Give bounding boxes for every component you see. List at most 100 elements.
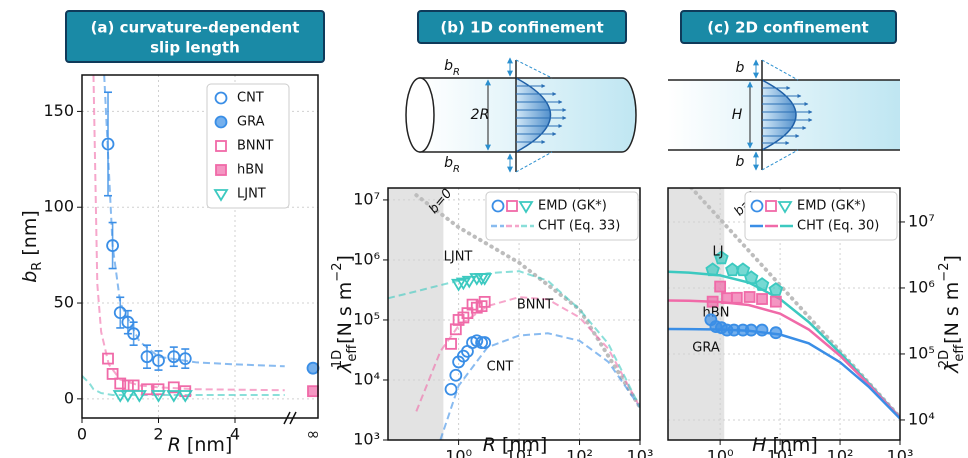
marker xyxy=(140,350,154,364)
marker xyxy=(101,137,115,151)
y-tick-label: 10⁴ xyxy=(353,369,380,388)
legend-label: EMD (GK*) xyxy=(538,199,607,214)
legend-label: LJNT xyxy=(237,187,266,202)
marker xyxy=(215,164,227,176)
marker xyxy=(444,382,458,396)
y-tick-label: 10⁶ xyxy=(353,249,380,268)
y-tick-label: 10⁵ xyxy=(353,309,380,328)
marker xyxy=(449,368,463,382)
axes-frame xyxy=(667,187,901,441)
shaded-region xyxy=(668,188,725,440)
legend-label: GRA xyxy=(237,115,265,130)
marker xyxy=(150,390,167,403)
y-tick-label: 10³ xyxy=(353,430,380,449)
label-part: H xyxy=(752,434,766,456)
header-b: (b) 1D confinement xyxy=(417,10,627,44)
series-label: CNT xyxy=(487,360,514,375)
y-tick-label: 100 xyxy=(43,197,74,216)
x-tick-label: 10³ xyxy=(627,447,654,458)
y-tick-label: 0 xyxy=(64,388,74,407)
marker xyxy=(769,326,783,340)
schematic-label: 2R xyxy=(471,107,490,123)
marker xyxy=(178,352,192,365)
marker xyxy=(102,352,114,365)
label-part: −2 xyxy=(330,263,345,282)
series-label: BNNT xyxy=(517,298,553,313)
label-part: eff xyxy=(952,344,967,362)
schematic-label: b xyxy=(736,60,745,76)
legend-label: hBN xyxy=(237,163,264,178)
x-tick-label: 10³ xyxy=(887,447,914,458)
panel-title: (c) 2D confinement xyxy=(707,19,868,37)
marker xyxy=(106,368,119,380)
schematic-label: b xyxy=(736,154,745,170)
marker xyxy=(215,140,227,152)
marker xyxy=(743,291,756,303)
marker xyxy=(445,337,457,350)
schematic-label: bR xyxy=(444,58,460,78)
marker xyxy=(506,200,518,212)
shaded-region xyxy=(388,188,444,440)
series-label: GRA xyxy=(692,341,720,356)
y-tick-label: 10⁷ xyxy=(908,211,935,230)
legend-box xyxy=(485,191,639,241)
marker xyxy=(756,293,768,305)
axis-label: R [nm] xyxy=(168,434,233,456)
panel-title: slip length xyxy=(150,39,240,57)
marker xyxy=(306,361,320,375)
y-tick-label: 10⁴ xyxy=(908,409,935,428)
x-tick-label: 2 xyxy=(153,425,163,444)
marker xyxy=(131,390,147,403)
schematic-label: H xyxy=(732,107,743,123)
marker xyxy=(307,385,319,398)
series-label: LJ xyxy=(712,245,723,260)
marker xyxy=(721,292,733,305)
label-part: b xyxy=(444,155,453,171)
label-part: ] xyxy=(334,255,356,262)
axis-label: λeff2D [N s m−2] xyxy=(937,255,967,374)
label-part: [nm] xyxy=(502,434,547,456)
marker xyxy=(478,336,492,349)
label-part: [N s m xyxy=(334,282,356,344)
legend-label: CHT (Eq. 33) xyxy=(538,219,620,234)
label-part: R xyxy=(453,164,460,175)
axis-label: R [nm] xyxy=(483,434,548,456)
header-c: (c) 2D confinement xyxy=(680,10,897,44)
marker xyxy=(705,262,720,277)
marker xyxy=(167,381,180,394)
label-part: 1D xyxy=(330,350,345,368)
marker xyxy=(141,383,153,396)
marker xyxy=(706,295,719,308)
marker xyxy=(491,199,505,213)
x-tick-label: 10² xyxy=(827,447,854,458)
label-part: R xyxy=(168,434,181,456)
marker xyxy=(152,354,165,367)
marker xyxy=(730,291,743,304)
marker xyxy=(768,282,784,296)
marker xyxy=(754,277,770,291)
x-tick-label: 10⁰ xyxy=(707,447,734,458)
marker xyxy=(127,327,141,341)
schematic-label: bR xyxy=(444,155,460,175)
y-tick-label: 10⁶ xyxy=(908,277,935,296)
marker xyxy=(777,201,793,214)
label-part: b xyxy=(736,154,745,170)
x-tick-label: 4 xyxy=(230,425,240,444)
axes-frame xyxy=(81,74,319,419)
legend-label: BNNT xyxy=(237,139,273,154)
model-curve xyxy=(668,299,900,419)
marker xyxy=(755,323,769,337)
marker xyxy=(735,262,751,277)
marker xyxy=(743,270,759,285)
label-part: λ xyxy=(941,362,963,374)
legend-label: EMD (GK*) xyxy=(797,199,866,214)
label-part: −2 xyxy=(937,263,952,282)
label-part: b xyxy=(444,58,453,74)
marker xyxy=(214,115,228,129)
label-part: [nm] xyxy=(772,434,817,456)
y-tick-label: 50 xyxy=(54,293,74,312)
marker xyxy=(769,295,782,308)
x-tick-label: 10² xyxy=(566,447,593,458)
label-part: b xyxy=(19,271,41,283)
